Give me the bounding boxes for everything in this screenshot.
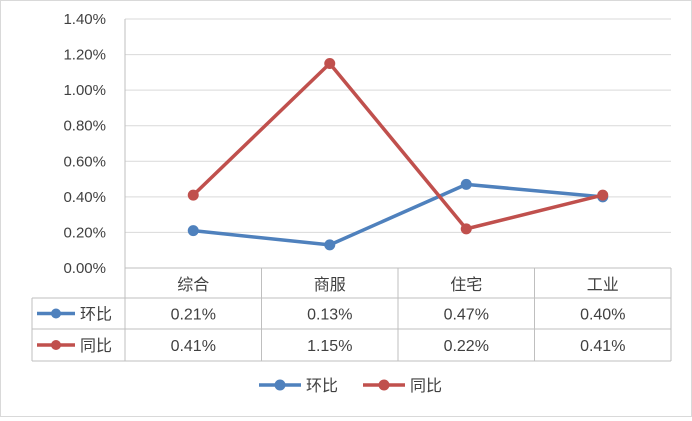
y-tick-label: 0.00% [63,260,106,277]
data-point [187,189,199,201]
table-series-key-marker [51,340,61,350]
y-axis: 0.00% 0.20% 0.40% 0.60% 0.80% 1.00% 1.20% 1.40% [63,11,126,277]
y-tick-label: 0.60% [63,153,106,170]
data-point [324,239,336,251]
data-point [460,178,472,190]
legend-key-marker [378,379,390,391]
data-value-label: 0.21% [171,307,216,324]
legend-key-marker [274,379,286,391]
legend-label: 同比 [410,377,442,395]
data-value-label: 0.47% [444,307,489,324]
series-lines [187,57,609,251]
category-label: 工业 [587,276,619,294]
y-tick-label: 0.40% [63,189,106,206]
series-line [193,182,603,247]
y-tick-label: 1.20% [63,47,106,64]
table-series-name: 同比 [80,337,112,355]
y-tick-label: 0.80% [63,118,106,135]
y-tick-label: 1.00% [63,82,106,99]
legend: 环比 同比 [259,377,442,395]
data-value-label: 0.41% [171,338,216,355]
legend-label: 环比 [306,377,338,395]
data-value-label: 0.41% [580,338,625,355]
data-value-label: 0.13% [307,307,352,324]
y-tick-label: 0.20% [63,224,106,241]
table-series-key-marker [51,308,61,319]
y-tick-label: 1.40% [63,11,106,28]
data-point [324,57,336,69]
data-value-label: 1.15% [307,338,352,355]
series-line [192,61,604,231]
table-series-name: 环比 [80,306,112,324]
category-label: 综合 [177,276,209,294]
data-point [597,189,609,201]
data-point [187,225,199,237]
data-value-label: 0.22% [444,338,489,355]
data-point [460,223,472,235]
data-value-label: 0.40% [580,307,625,324]
gridlines [125,18,671,233]
category-label: 商服 [314,276,346,294]
category-label: 住宅 [450,276,482,294]
